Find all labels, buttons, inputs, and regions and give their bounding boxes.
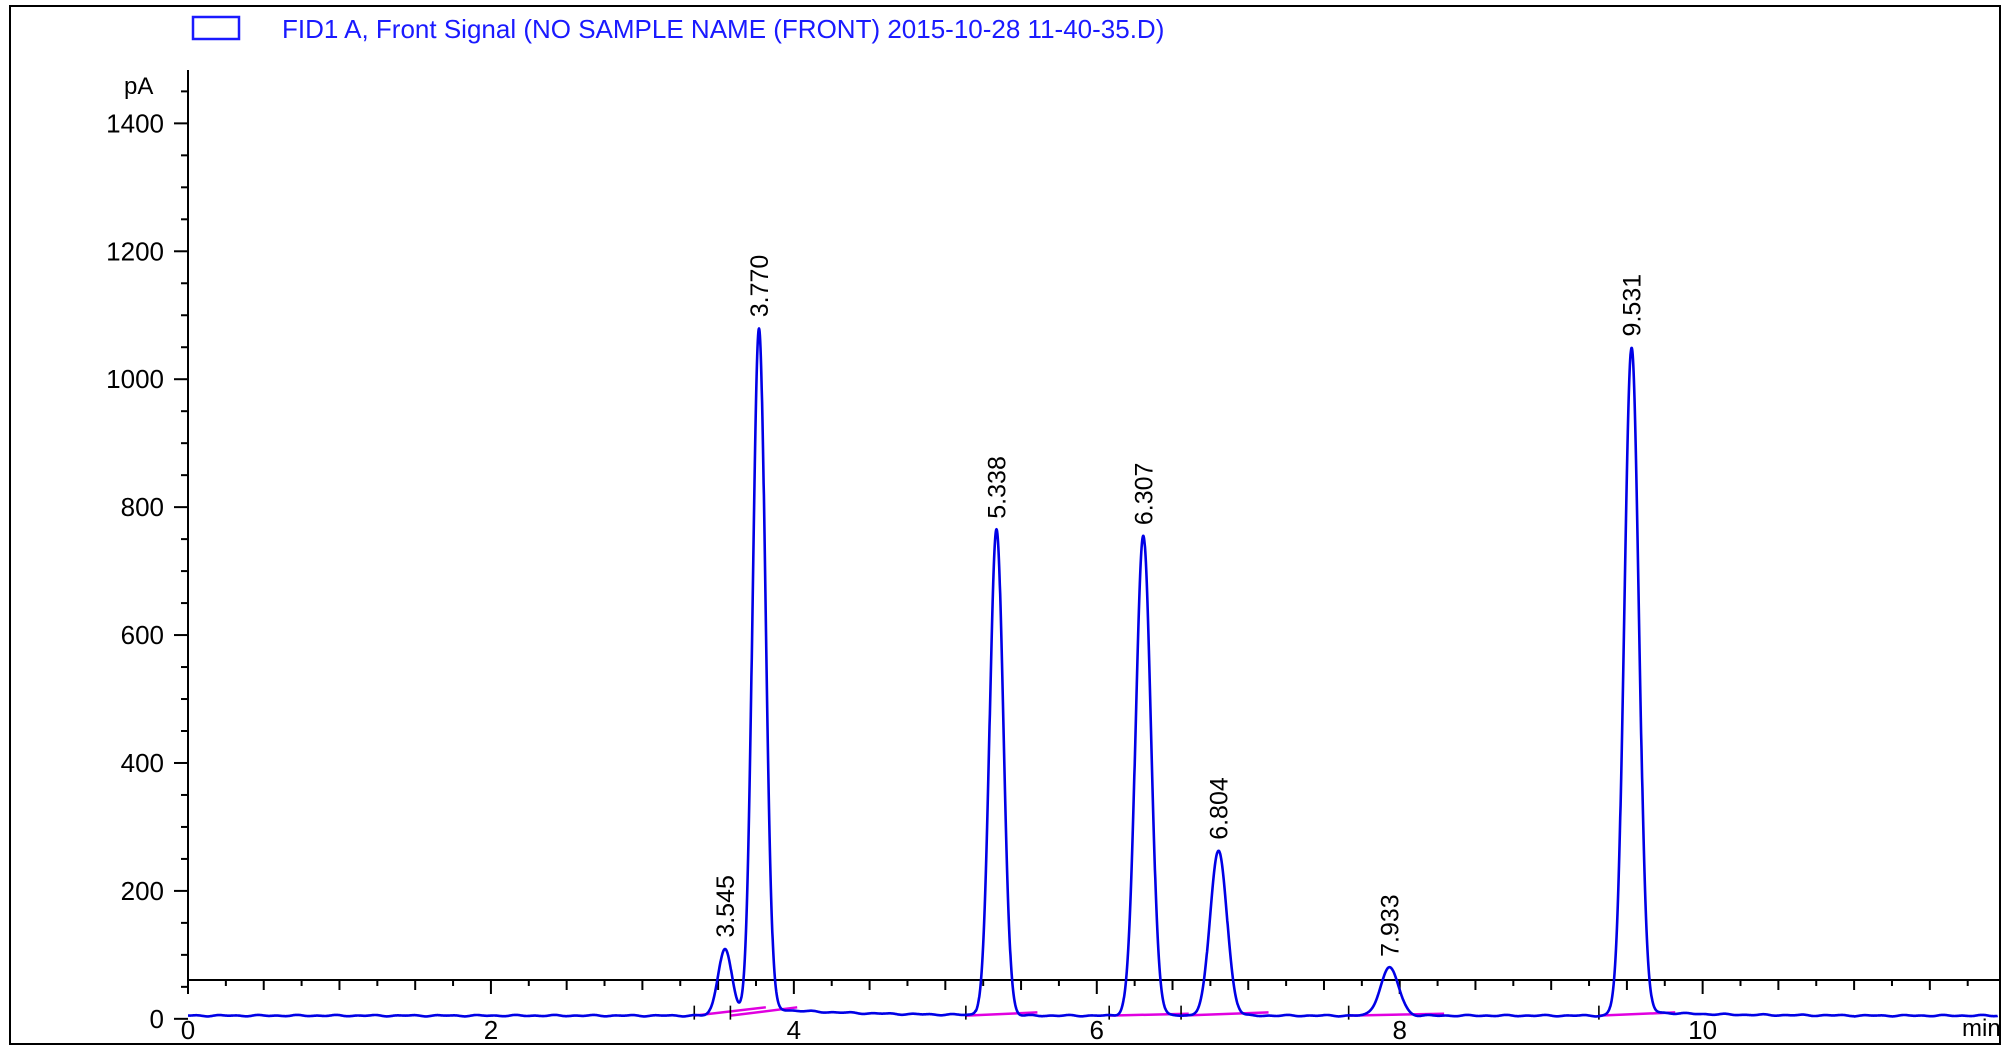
x-tick-label: 6 [1090, 1015, 1104, 1045]
y-tick-label: 0 [150, 1004, 164, 1034]
y-tick-label: 400 [121, 748, 164, 778]
x-tick-label: 2 [484, 1015, 498, 1045]
peak-label: 3.770 [746, 255, 774, 318]
x-tick-label: 8 [1392, 1015, 1406, 1045]
y-tick-label: 200 [121, 876, 164, 906]
legend-label: FID1 A, Front Signal (NO SAMPLE NAME (FR… [282, 14, 1164, 44]
peak-label: 3.545 [712, 875, 740, 938]
chart-frame [9, 5, 2001, 1045]
x-tick-label: 0 [181, 1015, 195, 1045]
signal-trace-group [187, 327, 1999, 1018]
y-tick-label: 1400 [106, 108, 164, 138]
x-axis-unit-label: min [1962, 1015, 2001, 1042]
peak-label: 7.933 [1377, 894, 1405, 957]
y-tick-label: 600 [121, 620, 164, 650]
peak-label: 5.338 [984, 456, 1012, 519]
signal-trace [187, 327, 1999, 1018]
integration-baseline [1181, 1011, 1269, 1017]
peak-label: 6.804 [1206, 777, 1234, 840]
legend-swatch [191, 15, 241, 41]
x-tick-label: 10 [1688, 1015, 1717, 1045]
peak-label: 6.307 [1130, 463, 1158, 526]
y-axis-unit-label: pA [124, 73, 153, 100]
integration-baseline [965, 1011, 1038, 1017]
x-tick-label: 4 [787, 1015, 801, 1045]
y-tick-label: 1200 [106, 236, 164, 266]
peak-label: 9.531 [1619, 274, 1647, 337]
y-tick-label: 800 [121, 492, 164, 522]
axes: 0 200 400 600 800 1000 1200 1400 0 2 4 6 8 10 [106, 70, 2000, 1045]
integration-baseline [730, 1006, 798, 1017]
y-tick-label: 1000 [106, 364, 164, 394]
peak-labels: 3.545 3.770 5.338 6.307 6.804 7.933 9.531 [712, 255, 1647, 957]
